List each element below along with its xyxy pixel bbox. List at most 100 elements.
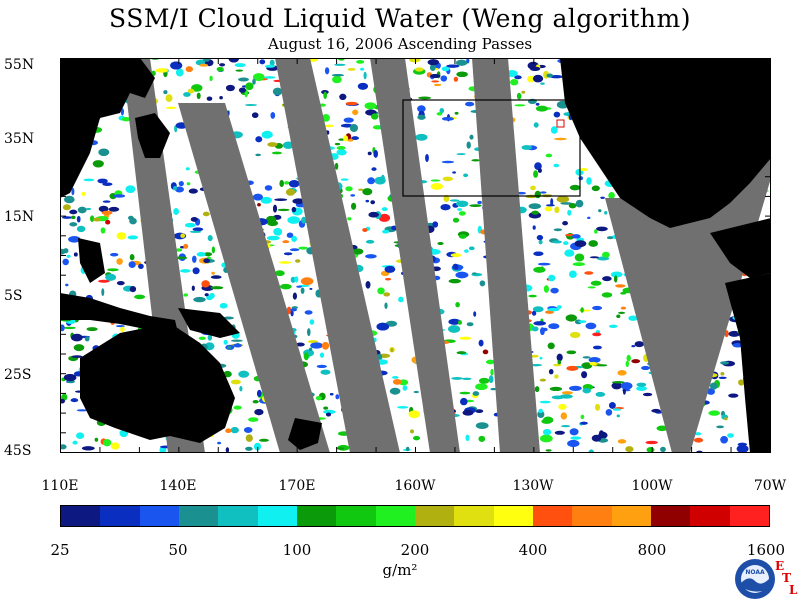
cloud-patch (553, 228, 563, 232)
cloud-patch (228, 58, 239, 63)
cloud-patch (516, 92, 522, 100)
etl-letter-l: L (789, 583, 798, 597)
cloud-patch (101, 210, 113, 215)
cloud-patch (458, 320, 462, 325)
cloud-patch (608, 192, 615, 199)
cloud-patch (110, 442, 120, 450)
colorbar-tick-400: 400 (518, 541, 548, 559)
colorbar-tick-25: 25 (50, 541, 70, 559)
cloud-patch (121, 117, 131, 122)
cloud-patch (331, 74, 344, 77)
cloud-patch (592, 332, 602, 337)
cloud-patch (65, 283, 69, 287)
cloud-liquid-water-map (60, 58, 771, 453)
cloud-patch (286, 232, 294, 238)
cloud-patch (533, 170, 539, 178)
cloud-patch (448, 279, 461, 284)
cloud-patch (382, 229, 390, 234)
cloud-patch (273, 228, 283, 236)
cloud-patch (63, 326, 76, 330)
cloud-patch (259, 59, 266, 65)
cloud-patch (458, 234, 467, 239)
cloud-patch (282, 240, 290, 244)
cloud-patch (227, 345, 232, 350)
cloud-patch (108, 206, 120, 212)
cloud-patch (695, 432, 702, 436)
cloud-patch (294, 276, 299, 283)
cloud-patch (456, 153, 466, 156)
cloud-patch (336, 447, 345, 450)
cloud-patch (529, 66, 541, 71)
cloud-patch (73, 252, 78, 257)
cloud-patch (567, 439, 580, 448)
cloud-patch (546, 73, 553, 78)
cloud-patch (535, 102, 540, 106)
cloud-patch (129, 254, 135, 261)
cloud-patch (307, 340, 319, 344)
cloud-patch (203, 252, 213, 257)
cloud-patch (459, 336, 472, 340)
cloud-patch (466, 322, 474, 327)
cloud-patch (716, 425, 724, 429)
cloud-patch (561, 391, 573, 395)
indonesia-landmass (60, 293, 178, 333)
cloud-patch (66, 254, 71, 258)
cloud-patch (451, 377, 463, 380)
colorbar-swatch (61, 506, 101, 526)
cloud-patch (255, 153, 261, 157)
cloud-patch (460, 397, 468, 406)
cloud-patch (345, 186, 353, 192)
cloud-patch (264, 185, 273, 191)
cloud-patch (265, 215, 277, 224)
cloud-patch (211, 246, 215, 254)
cloud-patch (343, 117, 354, 123)
cloud-patch (320, 369, 331, 375)
cloud-patch (563, 241, 569, 245)
cloud-patch (76, 225, 86, 233)
cloud-patch (105, 219, 111, 225)
cloud-patch (219, 303, 228, 309)
cloud-patch (187, 88, 195, 94)
cloud-patch (429, 63, 436, 72)
cloud-patch (548, 369, 554, 375)
lon-label-100w: 100W (631, 478, 673, 494)
south-america-landmass (725, 273, 771, 453)
cloud-patch (462, 377, 472, 380)
cloud-patch (430, 179, 441, 182)
cloud-patch (514, 104, 526, 107)
cloud-patch (646, 447, 655, 453)
cloud-patch (255, 136, 263, 143)
cloud-patch (301, 216, 307, 224)
cloud-patch (620, 382, 633, 390)
cloud-patch (471, 159, 481, 162)
cloud-patch (618, 311, 626, 314)
colorbar-swatch (139, 506, 179, 526)
cloud-patch (384, 302, 388, 309)
cloud-patch (490, 387, 497, 391)
cloud-patch (62, 204, 71, 211)
cloud-patch (550, 198, 554, 206)
cloud-patch (732, 343, 743, 348)
cloud-patch (554, 137, 567, 141)
cloud-patch (608, 324, 618, 328)
cloud-patch (103, 439, 112, 447)
cloud-patch (113, 194, 126, 198)
cloud-patch (539, 378, 546, 382)
cloud-patch (185, 66, 193, 73)
cloud-patch (475, 383, 488, 391)
cloud-patch (315, 396, 322, 401)
cloud-patch (264, 64, 276, 68)
cloud-patch (350, 194, 356, 197)
cloud-patch (430, 183, 443, 190)
cloud-patch (528, 203, 541, 210)
cloud-patch (554, 430, 565, 435)
cloud-patch (537, 410, 545, 418)
cloud-patch (380, 174, 385, 182)
cloud-patch (165, 94, 173, 102)
cloud-patch (469, 204, 482, 208)
cloud-patch (120, 108, 124, 116)
cloud-patch (125, 185, 136, 193)
cloud-patch (383, 292, 391, 297)
cloud-patch (248, 417, 259, 422)
cloud-patch (530, 185, 536, 191)
